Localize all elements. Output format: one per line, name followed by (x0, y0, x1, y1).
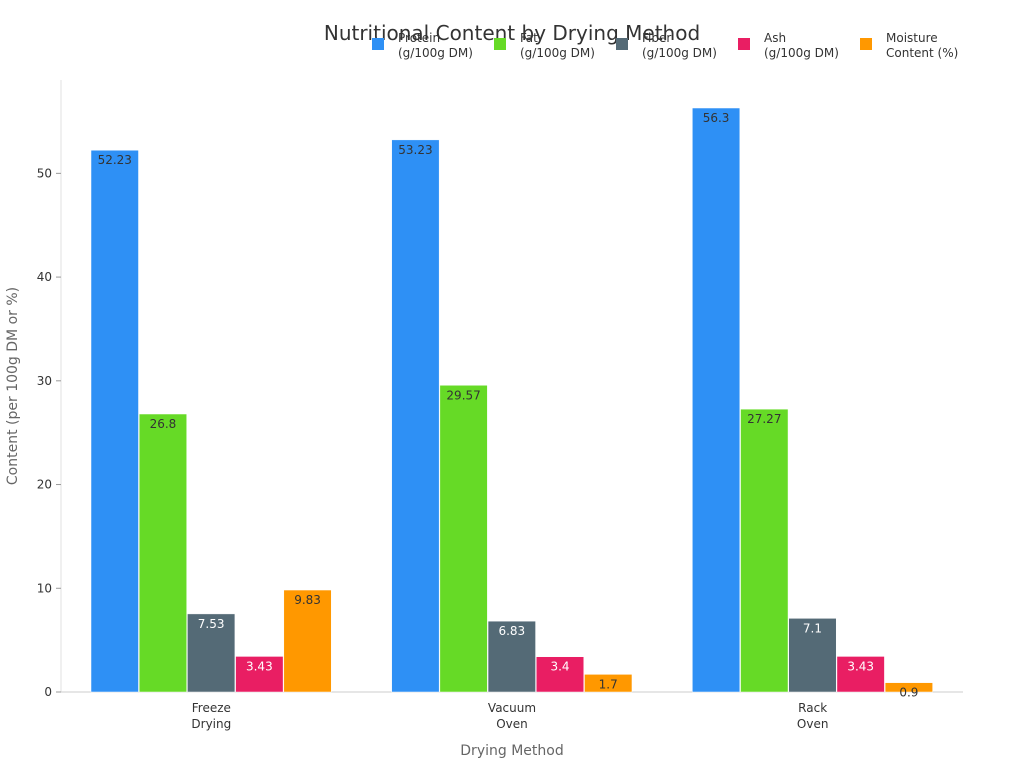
x-tick-label: Freeze Drying (191, 701, 231, 731)
x-axis-title: Drying Method (460, 743, 563, 759)
bar (584, 674, 633, 693)
bar-value-label: 3.4 (550, 660, 569, 674)
y-tick-label: 0 (44, 685, 52, 699)
legend-swatch (372, 38, 384, 50)
bar (439, 385, 488, 693)
bar (235, 656, 284, 693)
bar-value-label: 1.7 (599, 677, 618, 691)
legend-label: Fat (g/100g DM) (520, 31, 595, 60)
y-tick-label: 20 (37, 478, 52, 492)
bar (692, 107, 741, 693)
bar (788, 618, 837, 693)
bar-value-label: 9.83 (294, 593, 321, 607)
bar-value-label: 53.23 (398, 143, 432, 157)
y-tick-label: 30 (37, 374, 52, 388)
y-tick-label: 40 (37, 270, 52, 284)
bar-value-label: 27.27 (747, 412, 781, 426)
bar (283, 589, 332, 693)
legend-swatch (738, 38, 750, 50)
chart-title: Nutritional Content by Drying Method (324, 21, 700, 45)
bar (884, 682, 933, 693)
legend-swatch (860, 38, 872, 50)
bar-value-label: 3.43 (246, 659, 273, 673)
legend-label: Protein (g/100g DM) (398, 31, 473, 60)
bar (740, 408, 789, 693)
bar (90, 149, 139, 693)
x-tick-label: Rack Oven (797, 701, 829, 731)
bar-value-label: 0.9 (899, 686, 918, 700)
bar-value-label: 3.43 (847, 659, 874, 673)
bar (391, 139, 440, 693)
bar (536, 656, 585, 693)
bar (138, 413, 187, 693)
legend-label: Moisture Content (%) (886, 31, 958, 60)
y-axis-title: Content (per 100g DM or %) (5, 287, 21, 485)
bar-value-label: 7.1 (803, 621, 822, 635)
bar (487, 620, 536, 693)
bar-value-label: 52.23 (98, 153, 132, 167)
y-tick-label: 50 (37, 166, 52, 180)
x-tick-label: Vacuum Oven (488, 701, 536, 731)
legend-label: Ash (g/100g DM) (764, 31, 839, 60)
legend-label: Fiber (g/100g DM) (642, 31, 717, 60)
bar-value-label: 6.83 (498, 624, 525, 638)
legend-swatch (616, 38, 628, 50)
bar-value-label: 29.57 (446, 388, 480, 402)
bar-value-label: 56.3 (703, 111, 730, 125)
bar (187, 613, 236, 693)
legend-swatch (494, 38, 506, 50)
bar (836, 656, 885, 693)
bar-value-label: 26.8 (150, 417, 177, 431)
bar-value-label: 7.53 (198, 617, 225, 631)
y-tick-label: 10 (37, 581, 52, 595)
